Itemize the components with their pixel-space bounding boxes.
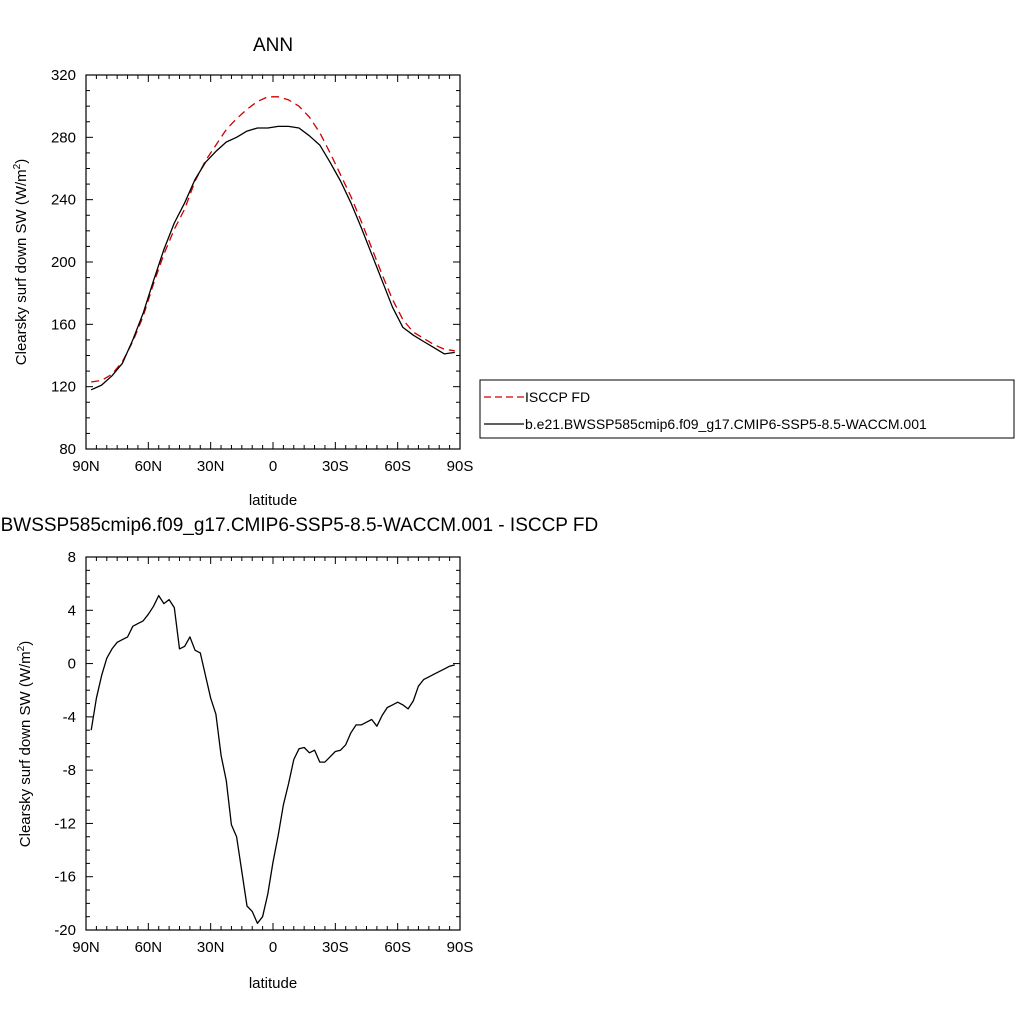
chart-title: ANN xyxy=(253,35,293,56)
top-x-tick-label: 60S xyxy=(384,458,411,475)
top-x-tick-label: 90S xyxy=(447,458,474,475)
top-y-tick-label: 240 xyxy=(51,192,76,209)
bottom-series-line-0 xyxy=(90,594,455,924)
bottom-y-tick-label: -8 xyxy=(63,762,76,779)
bottom-x-tick-label: 60S xyxy=(384,939,411,956)
top-series-line-1 xyxy=(90,125,455,391)
bottom-x-tick-label: 90S xyxy=(447,939,474,956)
bottom-x-tick-label: 0 xyxy=(269,939,277,956)
top-series-line-0 xyxy=(91,96,455,383)
y-axis-title: Clearsky surf down SW (W/m2) xyxy=(16,641,34,847)
legend: ISCCP FD b.e21.BWSSP585cmip6.f09_g17.CMI… xyxy=(479,379,1015,439)
x-axis-title: latitude xyxy=(249,492,297,509)
bottom-axes: 90N 60N 30N 0 30S 60S 90S -20 -16 -12 -8 -4 0 4 8 xyxy=(54,549,473,956)
top-x-tick-label: 30N xyxy=(197,458,225,475)
x-axis-title: latitude xyxy=(249,975,297,992)
bottom-y-tick-label: 8 xyxy=(68,549,76,566)
y-axis-title: Clearsky surf down SW (W/m2) xyxy=(12,159,30,365)
bottom-y-tick-label: 0 xyxy=(68,656,76,673)
top-y-tick-label: 160 xyxy=(51,316,76,333)
bottom-y-tick-label: -16 xyxy=(54,869,76,886)
top-x-tick-label: 0 xyxy=(269,458,277,475)
top-x-tick-label: 90N xyxy=(72,458,100,475)
bottom-y-tick-label: 4 xyxy=(68,602,76,619)
legend-label-model: b.e21.BWSSP585cmip6.f09_g17.CMIP6-SSP5-8… xyxy=(525,416,927,432)
top-x-tick-label: 60N xyxy=(135,458,163,475)
legend-box xyxy=(479,379,1015,439)
bottom-y-tick-label: -12 xyxy=(54,815,76,832)
top-axes: 90N 60N 30N 0 30S 60S 90S 80 120 160 200 240 280 320 xyxy=(51,67,473,475)
top-y-tick-label: 120 xyxy=(51,379,76,396)
bottom-y-tick-label: -20 xyxy=(54,922,76,939)
bottom-plot-frame xyxy=(85,556,461,931)
top-y-tick-label: 280 xyxy=(51,129,76,146)
bottom-plot-area xyxy=(90,594,455,924)
bottom-x-tick-label: 60N xyxy=(135,939,163,956)
top-panel: ANN 90N 60N 30N 0 30S 60S 90S 80 120 160 200 240 280… xyxy=(12,35,1015,509)
legend-label-isccp: ISCCP FD xyxy=(525,389,590,405)
chart-title-difference: b.e21.BWSSP585cmip6.f09_g17.CMIP6-SSP5-8… xyxy=(0,515,598,536)
bottom-x-tick-label: 30S xyxy=(322,939,349,956)
bottom-panel: b.e21.BWSSP585cmip6.f09_g17.CMIP6-SSP5-8… xyxy=(0,515,598,992)
bottom-x-tick-label: 90N xyxy=(72,939,100,956)
bottom-y-tick-label: -4 xyxy=(63,709,76,726)
top-y-tick-label: 80 xyxy=(59,441,76,458)
top-y-tick-label: 320 xyxy=(51,67,76,84)
top-plot-area xyxy=(90,96,455,391)
top-y-tick-label: 200 xyxy=(51,254,76,271)
top-x-tick-label: 30S xyxy=(322,458,349,475)
top-plot-frame xyxy=(85,74,461,450)
bottom-x-tick-label: 30N xyxy=(197,939,225,956)
